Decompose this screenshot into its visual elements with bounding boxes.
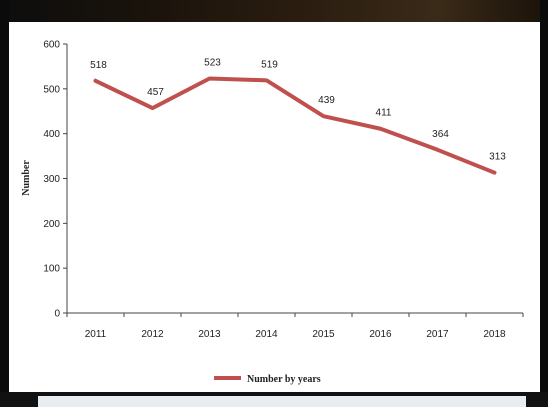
data-label: 523 <box>204 58 221 69</box>
x-tick-label: 2015 <box>312 329 335 340</box>
y-tick-label: 200 <box>43 219 60 230</box>
data-label: 457 <box>147 87 164 98</box>
y-tick-label: 400 <box>43 129 60 140</box>
legend: Number by years <box>214 374 321 385</box>
y-axis-ticks: 0 100 200 300 400 500 600 <box>43 40 67 320</box>
data-label: 364 <box>432 129 449 140</box>
data-label: 439 <box>318 95 335 106</box>
x-tick-label: 2017 <box>426 329 449 340</box>
data-label: 411 <box>376 108 392 119</box>
y-tick-label: 300 <box>43 174 60 185</box>
x-tick-label: 2014 <box>255 329 278 340</box>
bottom-table-strip <box>38 396 526 407</box>
legend-label: Number by years <box>247 374 321 385</box>
y-tick-label: 600 <box>43 40 60 51</box>
bottom-strip <box>0 392 548 407</box>
x-tick-label: 2012 <box>141 329 164 340</box>
x-tick-label: 2013 <box>198 329 221 340</box>
data-label: 518 <box>90 60 107 71</box>
x-tick-label: 2018 <box>483 329 506 340</box>
data-label: 313 <box>489 152 506 163</box>
x-tick-label: 2011 <box>85 329 107 340</box>
y-tick-label: 0 <box>54 309 60 320</box>
y-axis-label: Number <box>21 160 32 196</box>
y-tick-label: 100 <box>43 264 60 275</box>
chart-axes <box>67 44 523 313</box>
x-tick-label: 2016 <box>369 329 392 340</box>
x-axis-ticks: 2011 2012 2013 2014 2015 2016 2017 2018 <box>67 313 523 340</box>
data-label: 519 <box>261 59 278 70</box>
y-tick-label: 500 <box>43 84 60 95</box>
